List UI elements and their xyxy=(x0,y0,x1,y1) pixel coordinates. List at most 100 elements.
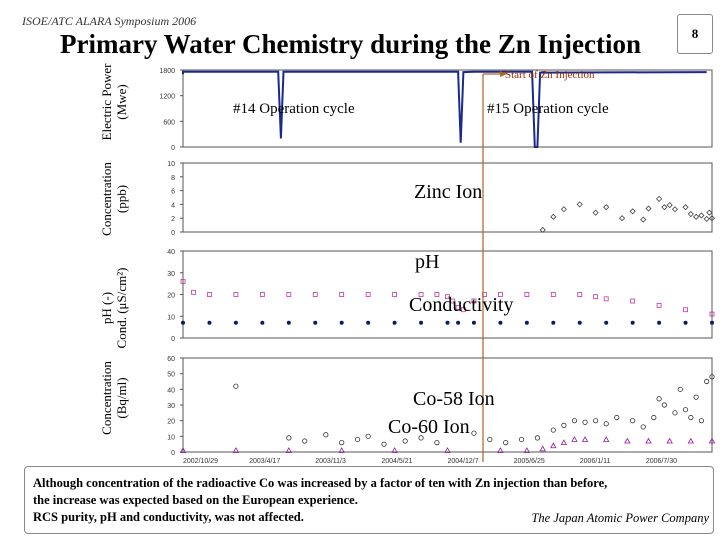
ph-conductivity-cond-point xyxy=(497,292,503,297)
cobalt-co60-point xyxy=(666,437,673,444)
cobalt-co60-point xyxy=(708,437,716,444)
cobalt-co58-point xyxy=(677,386,683,392)
cobalt-co60-point xyxy=(285,447,292,453)
ph-conductivity-cond-point xyxy=(180,279,186,284)
zinc-point xyxy=(671,206,679,213)
zinc-tick-label: 0 xyxy=(171,230,175,237)
cobalt-co60-point xyxy=(560,439,568,446)
co60-label: Co-60 Ion xyxy=(388,416,470,438)
cobalt-co58-point xyxy=(704,378,710,385)
summary-line-1: Although concentration of the radioactiv… xyxy=(33,476,608,490)
cobalt-x-tick-label: 2006/1/11 xyxy=(580,458,611,465)
slide-title: Primary Water Chemistry during the Zn In… xyxy=(60,29,641,59)
ph-conductivity-cond-point xyxy=(392,292,398,297)
ph-conductivity-ph-point xyxy=(392,320,397,325)
ph-conductivity-ph-point xyxy=(630,320,635,325)
ph-conductivity-ph-point xyxy=(498,320,503,325)
conference-header: ISOE/ATC ALARA Symposium 2006 xyxy=(22,14,197,28)
cobalt-co58-point xyxy=(233,383,239,389)
cobalt-co58-point xyxy=(582,419,588,425)
cobalt-co58-point xyxy=(682,407,689,413)
ph-conductivity-cond-point xyxy=(577,292,583,297)
cobalt-co58-point xyxy=(434,439,440,446)
cycle15-label: #15 Operation cycle xyxy=(487,101,609,117)
summary-line-3: RCS purity, pH and conductivity, was not… xyxy=(33,510,304,524)
zinc-point xyxy=(687,210,694,218)
zinc-point xyxy=(698,212,705,219)
zinc-point xyxy=(576,201,583,208)
ph-conductivity-tick-label: 10 xyxy=(167,314,175,321)
zinc-point xyxy=(640,216,647,223)
zinc-point xyxy=(708,215,716,222)
ph-conductivity-ph-point xyxy=(260,320,265,325)
cobalt-co60-point xyxy=(232,447,240,453)
ph-conductivity-ph-point xyxy=(233,320,238,325)
zinc-point xyxy=(703,215,710,222)
cobalt-co58-point xyxy=(323,432,329,438)
cobalt-tick-label: 40 xyxy=(167,387,175,394)
ph-conductivity-ph-point xyxy=(471,320,476,325)
cobalt-co60-point xyxy=(687,437,695,444)
ph-conductivity-tick-label: 0 xyxy=(171,336,175,343)
ph-conductivity-cond-point xyxy=(312,292,318,297)
conductivity-label: Conductivity xyxy=(409,294,514,316)
ph-conductivity-cond-point xyxy=(471,298,477,304)
cobalt-co58-point xyxy=(593,418,599,424)
cobalt-co58-point xyxy=(571,418,578,424)
electric-power-tick-label: 1800 xyxy=(159,68,175,75)
cobalt-x-tick-label: 2003/4/17 xyxy=(249,458,280,465)
ph-conductivity-cond-point xyxy=(460,307,466,313)
cobalt-co58-point xyxy=(418,435,424,441)
zinc-point xyxy=(619,215,626,222)
ph-conductivity-cond-point xyxy=(450,298,456,304)
cobalt-co60-point xyxy=(581,436,589,442)
cobalt-x-tick-label: 2004/5/21 xyxy=(381,458,412,465)
zinc-point xyxy=(560,206,567,213)
ph-label: pH xyxy=(415,251,440,273)
zinc-label: Zinc Ion xyxy=(414,181,483,203)
zinc-point xyxy=(539,226,546,233)
zinc-point xyxy=(706,209,713,216)
cobalt-co58-point xyxy=(365,433,371,439)
cobalt-tick-label: 20 xyxy=(167,419,175,426)
zinc-point xyxy=(603,204,610,211)
ph-conductivity-ph-point xyxy=(286,320,291,325)
cobalt-co60-point xyxy=(523,447,531,453)
cobalt-co58-point xyxy=(614,414,620,421)
cobalt-co58-point xyxy=(339,439,345,446)
ph-conductivity-cond-point xyxy=(550,292,556,297)
ph-conductivity-cond-point xyxy=(630,298,636,304)
ph-conductivity-cond-point xyxy=(207,292,212,297)
summary-line-2: the increase was expected based on the E… xyxy=(33,493,358,507)
cobalt-co58-point xyxy=(534,435,541,441)
cobalt-co58-point xyxy=(698,418,705,424)
zinc-tick-label: 6 xyxy=(171,189,175,196)
zinc-tick-label: 10 xyxy=(167,161,175,168)
ph-conductivity-ph-point xyxy=(604,320,609,325)
ph-conductivity-cond-point xyxy=(365,292,371,297)
cobalt-co58-point xyxy=(656,396,662,402)
ph-conductivity-tick-label: 20 xyxy=(167,293,175,300)
ph-conductivity-tick-label: 40 xyxy=(167,249,175,256)
cobalt-co58-point xyxy=(503,439,509,446)
cobalt-co58-point xyxy=(550,427,556,433)
cobalt-co58-point xyxy=(651,414,657,421)
cobalt-x-tick-label: 2002/10/29 xyxy=(183,458,218,465)
ph-conductivity-cond-point xyxy=(259,292,265,297)
ph-conductivity-cond-point xyxy=(603,296,609,302)
cobalt-co60-point xyxy=(645,437,652,444)
cobalt-co60-point xyxy=(497,447,504,453)
cobalt-x-tick-label: 2003/11/3 xyxy=(315,458,346,465)
cobalt-co58-point xyxy=(672,410,678,416)
cycle14-label: #14 Operation cycle xyxy=(233,101,355,117)
ph-conductivity-tick-label: 30 xyxy=(167,271,175,278)
ph-conductivity-ph-point xyxy=(313,320,318,325)
ph-conductivity-cond-point xyxy=(593,294,599,300)
summary-box: Although concentration of the radioactiv… xyxy=(24,466,714,534)
cobalt-co58-point xyxy=(487,436,493,443)
ph-conductivity-ph-point xyxy=(339,320,344,325)
ph-conductivity-ph-point xyxy=(657,320,662,325)
zinc-tick-label: 2 xyxy=(171,216,175,223)
cobalt-co60-point xyxy=(550,442,557,449)
